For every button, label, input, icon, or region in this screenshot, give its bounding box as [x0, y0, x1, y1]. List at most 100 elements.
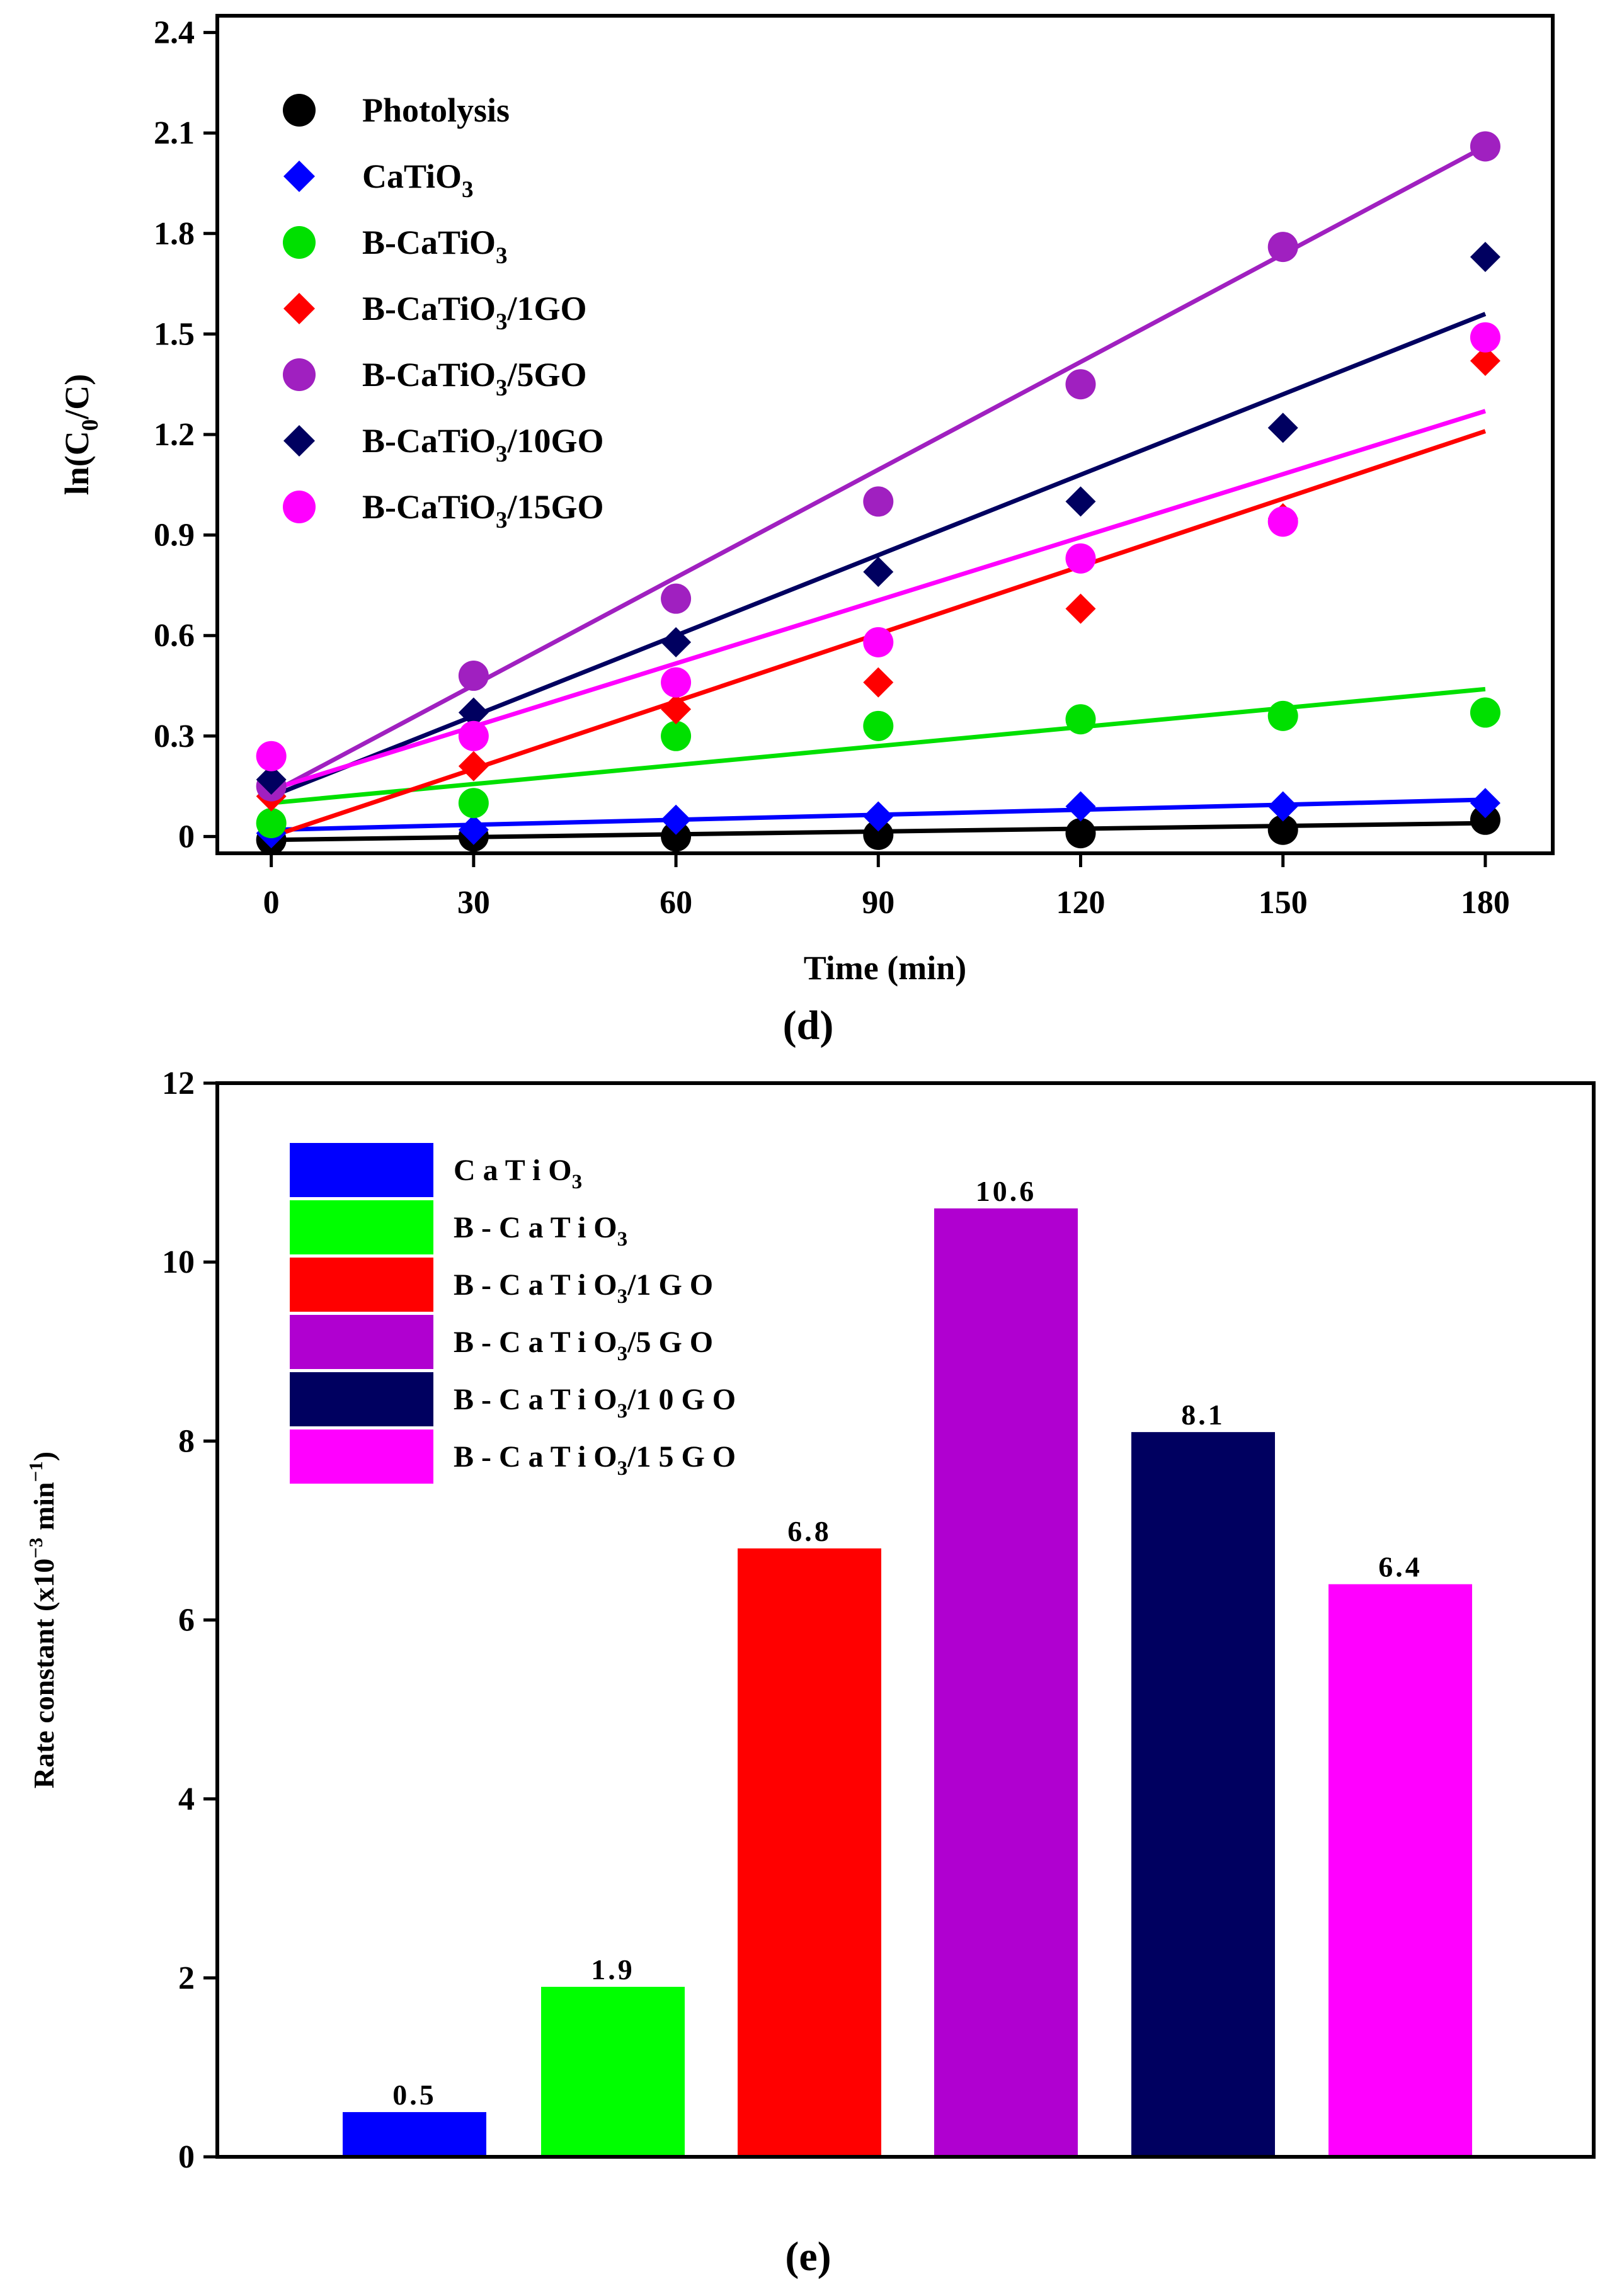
legend-swatch: [283, 94, 316, 127]
data-point: [863, 801, 894, 832]
data-point: [458, 788, 489, 819]
data-point: [661, 667, 692, 698]
bar-value-label: 0.5: [392, 2079, 437, 2111]
legend-label: B-CaTiO3: [362, 224, 508, 269]
y-tick-label: 0.6: [154, 618, 195, 654]
data-point: [1470, 804, 1500, 835]
data-point: [661, 583, 692, 614]
data-point: [863, 486, 894, 517]
data-point: [1267, 412, 1298, 443]
data-point: [458, 697, 489, 728]
panel-e-rate-constant-bars: 0 2 4 6 8 10 12 Rate constant (x10−3 min−1) 0.5 1…: [25, 1066, 1596, 2280]
y-tick-label: 6: [178, 1603, 195, 1639]
legend-label: B - C a T i O3/1 5 G O: [454, 1440, 736, 1480]
panel-label-e: (e): [785, 2234, 831, 2280]
legend-swatch: [283, 293, 315, 324]
data-point: [863, 667, 894, 698]
data-point: [1470, 242, 1500, 273]
legend-swatch: [290, 1143, 433, 1197]
legend-swatch: [283, 226, 316, 259]
x-tick-label: 120: [1056, 885, 1106, 921]
x-tick-label: 30: [457, 885, 490, 921]
legend-label: C a T i O3: [454, 1154, 582, 1193]
y-tick-label: 0: [178, 819, 195, 855]
x-axis-label: Time (min): [804, 949, 966, 987]
bar-value-label: 1.9: [591, 1953, 635, 1986]
data-point: [1470, 322, 1500, 353]
bar-value-label: 10.6: [976, 1175, 1037, 1207]
data-point: [458, 751, 489, 781]
legend-swatch: [290, 1258, 433, 1312]
data-point: [1065, 486, 1096, 517]
x-tick-label: 0: [263, 885, 280, 921]
panel-label-d: (d): [783, 1003, 834, 1049]
y-tick-label: 0.9: [154, 518, 195, 554]
y-tick-label: 0.3: [154, 719, 195, 754]
bar: [1131, 1432, 1275, 2155]
bar-value-label: 6.4: [1378, 1551, 1422, 1583]
data-point: [863, 710, 894, 741]
bar-value-label: 6.8: [787, 1515, 831, 1547]
legend-label: B-CaTiO3/1GO: [362, 290, 587, 335]
legend-label: B-CaTiO3/10GO: [362, 422, 604, 467]
data-point: [661, 804, 692, 835]
x-tick-label: 180: [1461, 885, 1510, 921]
x-tick-label: 150: [1259, 885, 1308, 921]
data-point: [1470, 345, 1500, 376]
legend-label: B-CaTiO3/5GO: [362, 356, 587, 401]
legend-swatch: [290, 1315, 433, 1369]
data-point: [1470, 131, 1500, 162]
bar: [343, 2111, 486, 2155]
y-tick-label: 1.2: [154, 417, 195, 453]
y-tick-label: 1.5: [154, 316, 195, 352]
data-point: [256, 808, 287, 839]
bar: [1328, 1584, 1472, 2155]
y-axis-label: ln(C0/C): [58, 374, 103, 496]
legend-swatch: [290, 1372, 433, 1426]
bar: [934, 1208, 1078, 2155]
data-point: [1267, 506, 1298, 537]
data-point: [863, 819, 894, 850]
bar-value-label: 8.1: [1181, 1399, 1225, 1431]
data-point: [458, 814, 489, 845]
legend-label: B - C a T i O3/5 G O: [454, 1326, 713, 1365]
y-tick-label: 12: [162, 1066, 195, 1101]
legend-label: B - C a T i O3/1 0 G O: [454, 1383, 736, 1423]
data-point: [661, 694, 692, 725]
panel-d-kinetics-plot: 0 0.3 0.6 0.9 1.2 1.5 1.8 2.1 2.4 0 30 60 90 120 150 18…: [58, 14, 1555, 1049]
data-point: [661, 720, 692, 751]
legend-swatch: [290, 1200, 433, 1254]
data-point: [1470, 697, 1500, 728]
legend-label: CaTiO3: [362, 157, 474, 203]
legend-swatch: [283, 491, 316, 523]
data-point: [1267, 791, 1298, 822]
data-point: [661, 627, 692, 657]
data-point: [863, 557, 894, 588]
data-point: [256, 741, 287, 771]
y-tick-label: 1.8: [154, 216, 195, 252]
y-tick-label: 2.4: [154, 15, 195, 51]
bar: [541, 1987, 685, 2155]
legend-swatch: [283, 161, 315, 192]
legend-swatch: [283, 425, 315, 457]
legend-label: B - C a T i O3/1 G O: [454, 1268, 713, 1308]
data-point: [458, 720, 489, 751]
legend-label: B-CaTiO3/15GO: [362, 488, 604, 533]
y-tick-label: 2: [178, 1960, 195, 1996]
data-point: [1470, 788, 1500, 819]
fit-line: [271, 686, 1486, 805]
data-point: [458, 661, 489, 691]
data-point: [1065, 593, 1096, 624]
x-tick-label: 90: [862, 885, 894, 921]
data-point: [1065, 369, 1096, 400]
data-point: [1065, 704, 1096, 735]
data-point: [256, 764, 287, 795]
legend-swatch: [290, 1429, 433, 1484]
legend-label: B - C a T i O3: [454, 1211, 627, 1251]
data-point: [1065, 818, 1096, 849]
bar: [738, 1548, 881, 2155]
y-tick-label: 4: [178, 1782, 195, 1817]
y-tick-label: 8: [178, 1423, 195, 1459]
y-tick-label: 2.1: [154, 115, 195, 151]
